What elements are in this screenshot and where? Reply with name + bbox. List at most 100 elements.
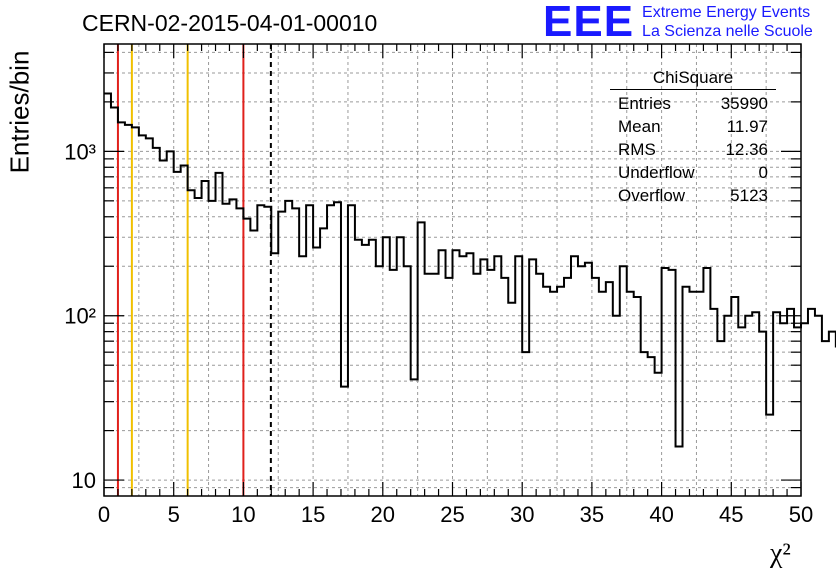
stats-label: Entries bbox=[618, 94, 671, 113]
histogram-bin bbox=[641, 352, 648, 496]
histogram-bin bbox=[669, 270, 676, 496]
stats-label: Mean bbox=[618, 117, 661, 136]
histogram-bin bbox=[160, 160, 167, 496]
stats-label: RMS bbox=[618, 140, 656, 159]
histogram-bin bbox=[564, 278, 571, 496]
histogram-bin bbox=[717, 341, 724, 496]
histogram-bin bbox=[195, 198, 202, 496]
stats-value: 11.97 bbox=[726, 117, 768, 136]
histogram-bin bbox=[473, 274, 480, 496]
histogram-bin bbox=[313, 248, 320, 496]
histogram-bin bbox=[494, 256, 501, 496]
histogram-bin bbox=[724, 316, 731, 496]
histogram-bin bbox=[146, 138, 153, 496]
histogram-bin bbox=[209, 201, 216, 496]
x-tick-label: 30 bbox=[510, 502, 534, 527]
y-tick-label: 10² bbox=[64, 304, 96, 329]
stats-row-entries: Entries 35990 bbox=[610, 92, 776, 115]
histogram-bin bbox=[411, 379, 418, 496]
stats-label: Overflow bbox=[618, 186, 686, 205]
histogram-bin bbox=[432, 274, 439, 496]
histogram-bin bbox=[710, 309, 717, 496]
stats-value: 0 bbox=[758, 163, 768, 182]
x-tick-label: 35 bbox=[580, 502, 604, 527]
x-tick-label: 50 bbox=[789, 502, 813, 527]
histogram-bin bbox=[627, 292, 634, 496]
histogram-bin bbox=[320, 228, 327, 496]
histogram-bin bbox=[529, 259, 536, 496]
histogram-bin bbox=[453, 250, 460, 496]
histogram-bin bbox=[466, 253, 473, 496]
histogram-bin bbox=[480, 259, 487, 496]
histogram-bin bbox=[216, 173, 223, 496]
histogram-bin bbox=[613, 316, 620, 496]
stats-value: 12.36 bbox=[725, 140, 768, 159]
histogram-bin bbox=[362, 245, 369, 496]
stats-row-underflow: Underflow 0 bbox=[610, 161, 776, 184]
histogram-bin bbox=[703, 268, 710, 496]
histogram-bin bbox=[125, 125, 132, 496]
histogram-bin bbox=[222, 204, 229, 496]
histogram-bin bbox=[766, 415, 773, 496]
histogram-bin bbox=[104, 93, 111, 496]
histogram-bin bbox=[446, 278, 453, 496]
x-tick-label: 25 bbox=[440, 502, 464, 527]
x-tick-label: 5 bbox=[168, 502, 180, 527]
logo-line-1: Extreme Energy Events bbox=[642, 4, 811, 21]
grid-lines bbox=[104, 44, 801, 496]
histogram-bin bbox=[369, 240, 376, 496]
histogram-bin bbox=[815, 316, 822, 496]
histogram-bin bbox=[550, 292, 557, 496]
logo-line-2: La Scienza nelle Scuole bbox=[642, 23, 813, 40]
histogram-bin bbox=[111, 107, 118, 496]
histogram-bin bbox=[773, 312, 780, 496]
histogram-bin bbox=[459, 256, 466, 496]
histogram-bin bbox=[536, 274, 543, 496]
histogram-bin bbox=[676, 447, 683, 496]
stats-row-rms: RMS 12.36 bbox=[610, 138, 776, 161]
stats-box: ChiSquare Entries 35990 Mean 11.97 RMS 1… bbox=[610, 68, 776, 207]
histogram-bin bbox=[250, 230, 257, 496]
histogram-bin bbox=[801, 323, 808, 496]
histogram-bin bbox=[487, 270, 494, 496]
histogram-bin bbox=[787, 309, 794, 496]
histogram-bin bbox=[181, 166, 188, 496]
histogram-bin bbox=[696, 292, 703, 496]
x-tick-label: 0 bbox=[98, 502, 110, 527]
histogram-bin bbox=[327, 205, 334, 496]
histogram-bin bbox=[571, 256, 578, 496]
histogram-bin bbox=[648, 357, 655, 496]
histogram-bin bbox=[662, 268, 669, 496]
histogram-bin bbox=[731, 297, 738, 496]
logo-mark: EEE bbox=[543, 0, 635, 46]
histogram-bin bbox=[153, 148, 160, 496]
histogram-bin bbox=[299, 256, 306, 496]
histogram-bin bbox=[557, 287, 564, 496]
run-title: CERN-02-2015-04-01-00010 bbox=[82, 10, 378, 36]
histogram-bin bbox=[355, 240, 362, 496]
histogram-bin bbox=[634, 297, 641, 496]
histogram-bin bbox=[348, 205, 355, 496]
x-tick-label: 15 bbox=[301, 502, 325, 527]
y-tick-label: 10 bbox=[72, 468, 96, 493]
histogram-bin bbox=[188, 190, 195, 496]
histogram-bin bbox=[397, 237, 404, 496]
histogram-bin bbox=[278, 212, 285, 496]
stats-value: 35990 bbox=[720, 94, 768, 113]
histogram-bin bbox=[592, 278, 599, 496]
histogram-bin bbox=[822, 341, 829, 496]
histogram-bin bbox=[229, 199, 236, 496]
histogram-bin bbox=[418, 222, 425, 496]
histogram-bin bbox=[543, 287, 550, 496]
x-tick-label: 45 bbox=[719, 502, 743, 527]
histogram-bin bbox=[243, 219, 250, 496]
x-tick-label: 40 bbox=[649, 502, 673, 527]
x-axis-title: χ² bbox=[770, 538, 791, 569]
tick-labels: 0 5 10 15 20 25 30 35 40 45 50 10 10² 10³ bbox=[64, 139, 813, 527]
stats-value: 5123 bbox=[730, 186, 768, 205]
histogram-bin bbox=[285, 201, 292, 496]
stats-row-overflow: Overflow 5123 bbox=[610, 184, 776, 207]
histogram-bin bbox=[655, 373, 662, 496]
stats-row-mean: Mean 11.97 bbox=[610, 115, 776, 138]
